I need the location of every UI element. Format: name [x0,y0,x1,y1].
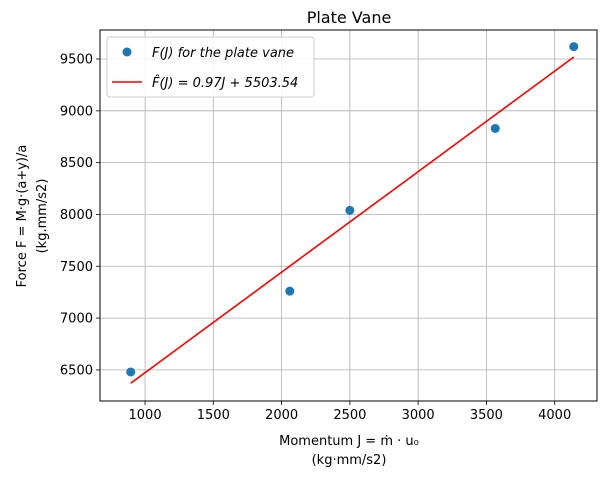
plot-area-frame [99,29,598,402]
x-tick-label: 1500 [197,408,230,423]
legend-label-scatter: F(J) for the plate vane [152,46,294,61]
x-tick-label: 1000 [129,408,162,423]
y-tick-label: 8500 [60,156,93,171]
y-tick-label: 7500 [60,260,93,275]
x-tick-label: 3500 [470,408,503,423]
x-tick-label: 2500 [333,408,366,423]
grid [100,30,597,401]
legend: F(J) for the plate vane F̂(J) = 0.97J + … [106,36,315,98]
y-axis-label-line1: Force F = M·g·(a+y)/a [15,145,30,288]
chart-title: Plate Vane [307,8,392,27]
x-axis-ticks: 1000 1500 2000 2500 3000 3500 4000 [129,401,571,423]
scatter-point [490,123,500,133]
y-axis-ticks: 6500 7000 7500 8000 8500 9000 9500 [60,53,100,378]
scatter-point [126,367,136,377]
legend-scatter-marker [122,47,132,57]
scatter-point [569,42,579,52]
y-tick-label: 7000 [60,312,93,327]
y-tick-label: 9000 [60,104,93,119]
fit-line [130,56,575,384]
legend-label-line: F̂(J) = 0.97J + 5503.54 [152,76,298,91]
x-axis-label-line2: (kg·mm/s2) [312,453,387,468]
scatter-point [285,286,295,296]
chart-marks [126,42,579,384]
y-axis-label-line2: (kg.mm/s2) [35,179,50,254]
x-tick-label: 3000 [402,408,435,423]
x-axis-label-line1: Momentum J = ṁ · u₀ [279,434,419,449]
legend-box [106,36,315,98]
x-tick-label: 2000 [265,408,298,423]
scatter-point [345,205,355,215]
y-tick-label: 9500 [60,53,93,68]
x-tick-label: 4000 [538,408,571,423]
y-tick-label: 6500 [60,363,93,378]
y-tick-label: 8000 [60,208,93,223]
